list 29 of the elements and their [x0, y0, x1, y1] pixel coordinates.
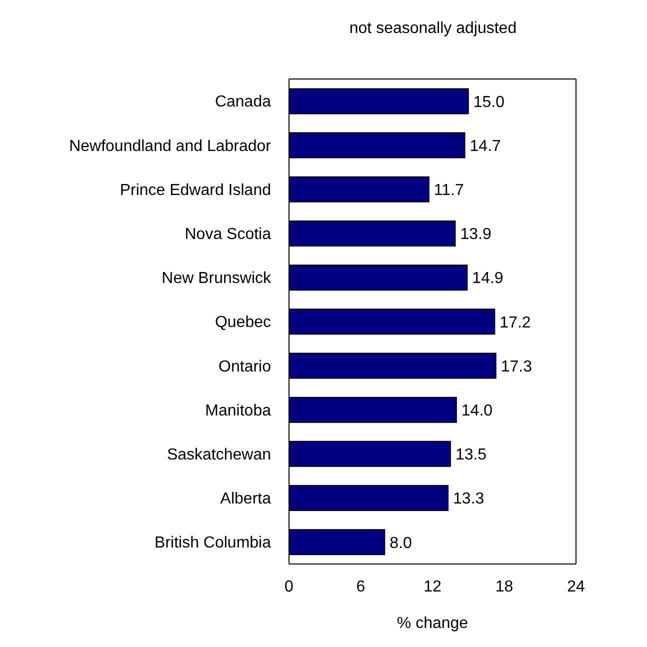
y-tick-label: New Brunswick: [162, 270, 272, 288]
data-label: 13.5: [455, 446, 487, 464]
y-tick-label: Nova Scotia: [184, 226, 272, 243]
x-tick-label: 12: [424, 578, 442, 596]
data-label: 14.9: [472, 270, 504, 288]
data-label: 14.7: [470, 138, 502, 155]
y-tick-label: Canada: [214, 94, 272, 111]
y-tick-label: British Columbia: [154, 534, 272, 552]
x-tick-label: 0: [284, 578, 294, 596]
data-label: 11.7: [434, 182, 464, 200]
data-label: 14.0: [461, 402, 493, 420]
x-tick-label: 18: [495, 578, 514, 596]
x-tick-label: 24: [567, 578, 585, 596]
y-tick-label: Newfoundland and Labrador: [69, 138, 272, 155]
data-label: 8.0: [390, 534, 412, 552]
x-tick-label: 6: [356, 578, 366, 596]
y-tick-label: Alberta: [220, 490, 272, 508]
y-tick-label: Quebec: [214, 314, 271, 332]
y-tick-label: Manitoba: [205, 402, 272, 420]
y-tick-label: Ontario: [218, 358, 272, 376]
y-tick-label: Prince Edward Island: [120, 182, 271, 199]
chart-subtitle: not seasonally adjusted: [348, 20, 518, 38]
data-label: 13.9: [460, 226, 492, 244]
data-label: 13.3: [453, 490, 484, 508]
data-label: 15.0: [473, 94, 505, 111]
data-label: 17.3: [500, 358, 532, 376]
x-axis-title: % change: [396, 615, 468, 632]
data-label: 17.2: [500, 314, 531, 332]
y-tick-label: Saskatchewan: [166, 446, 271, 464]
